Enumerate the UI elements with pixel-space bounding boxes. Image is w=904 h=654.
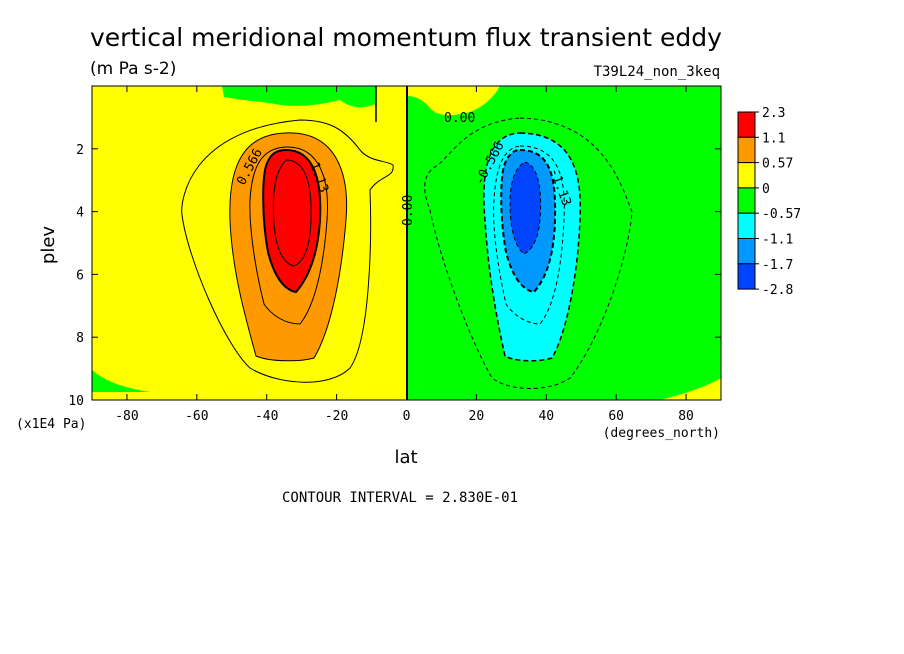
y-tick-label: 6 xyxy=(76,268,84,283)
x-tick-label: 20 xyxy=(469,409,485,424)
y-tick-label: 8 xyxy=(76,331,84,346)
colorbar-swatch xyxy=(737,187,756,214)
contour-label: 0.00 xyxy=(401,195,416,226)
contour-positive-142 xyxy=(272,159,312,267)
x-tick-label: -80 xyxy=(115,409,138,424)
yellow-region-north-top xyxy=(407,86,500,116)
x-tick-label: 0 xyxy=(403,409,411,424)
x-axis: -80 -60 -40 -20 0 20 40 60 80 xyxy=(115,86,694,424)
chart-title: vertical meridional momentum flux transi… xyxy=(90,23,722,52)
yellow-region-north-bottom xyxy=(660,378,721,400)
contour-negative-0283 xyxy=(424,117,633,389)
x-tick-label: 60 xyxy=(608,409,624,424)
colorbar-label: 1.1 xyxy=(762,131,785,146)
colorbar-label: 0.57 xyxy=(762,157,793,172)
y-tick-label: 4 xyxy=(76,206,84,221)
x-tick-label: -40 xyxy=(255,409,278,424)
colorbar-swatch xyxy=(737,162,756,189)
colorbar-swatch xyxy=(737,111,756,138)
colorbar-label: 2.3 xyxy=(762,106,785,121)
x-tick-label: 40 xyxy=(538,409,554,424)
x-tick-label: -20 xyxy=(325,409,348,424)
contour-negative-0849 xyxy=(493,145,565,325)
x-tick-label: 80 xyxy=(678,409,694,424)
colorbar-swatch xyxy=(737,263,756,290)
colorbar: 2.3 1.1 0.57 0 -0.57 -1.1 -1.7 -2.8 xyxy=(737,106,801,298)
chart-units: (m Pa s-2) xyxy=(90,59,176,79)
colorbar-label: -0.57 xyxy=(762,207,801,222)
contour-interval-text: CONTOUR INTERVAL = 2.830E-01 xyxy=(282,490,518,506)
x-tick-label: -60 xyxy=(185,409,208,424)
colorbar-swatch xyxy=(737,212,756,239)
y-axis: 2 4 6 8 10 xyxy=(68,143,721,409)
contour-positive-0283 xyxy=(181,119,394,383)
colorbar-label: -1.7 xyxy=(762,258,793,273)
green-region-south-top xyxy=(222,86,376,108)
y-tick-label: 10 xyxy=(68,394,84,409)
colorbar-swatch xyxy=(737,136,756,164)
colorbar-label: -1.1 xyxy=(762,233,793,248)
colorbar-label: 0 xyxy=(762,182,770,197)
y-axis-units: (x1E4 Pa) xyxy=(16,417,86,432)
x-axis-label: lat xyxy=(394,447,417,468)
y-axis-label: plev xyxy=(38,226,59,265)
x-axis-units: (degrees_north) xyxy=(603,426,720,441)
green-region-south-bottom xyxy=(92,370,150,392)
colorbar-label: -2.8 xyxy=(762,283,793,298)
y-tick-label: 2 xyxy=(76,143,84,158)
contour-positive-113 xyxy=(262,148,322,294)
contour-negative-17 xyxy=(509,161,542,255)
contour-positive-0849 xyxy=(249,146,328,325)
contour-label: 0.00 xyxy=(444,111,475,126)
colorbar-swatch xyxy=(737,238,756,265)
plot-area: 0.566 1.13 0.00 0.00 -0.566 -1.13 xyxy=(91,85,722,401)
run-label: T39L24_non_3keq xyxy=(594,64,720,80)
